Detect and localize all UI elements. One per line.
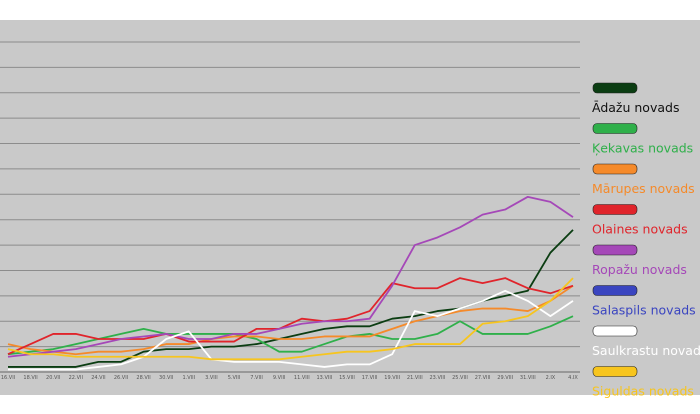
legend-swatch: [592, 82, 638, 94]
x-tick-label: 13.VIII: [317, 375, 333, 381]
legend-swatch: [592, 123, 638, 134]
x-tick-label: 2.IX: [546, 375, 556, 381]
legend-label: Olaines novads: [592, 222, 688, 237]
legend-label: Ropažu novads: [592, 262, 687, 277]
x-tick-label: 27.VIII: [475, 375, 491, 381]
x-tick-label: 18.VII: [23, 375, 37, 381]
x-tick-label: 3.VIII: [205, 375, 218, 381]
x-tick-label: 9.VIII: [273, 375, 286, 381]
series-line: [7, 277, 574, 356]
legend-label: Ķekavas novads: [592, 141, 693, 156]
x-tick-label: 29.VIII: [497, 375, 513, 381]
x-tick-label: 25.VIII: [452, 375, 468, 381]
chart-background: [0, 20, 700, 395]
x-tick-label: 7.VIII: [250, 375, 263, 381]
x-tick-label: 1.VIII: [182, 375, 195, 381]
series-line: [8, 289, 574, 371]
legend-swatch: [592, 204, 638, 215]
series-line: [7, 277, 574, 361]
x-tick-label: 16.VII: [1, 375, 15, 381]
x-tick-label: 21.VIII: [407, 375, 423, 381]
legend-label: Siguldas novads: [592, 384, 694, 399]
x-tick-label: 17.VIII: [362, 375, 378, 381]
series-line: [7, 195, 574, 358]
legend-label: Ādažu novads: [592, 100, 679, 115]
x-tick-label: 24.VII: [91, 375, 105, 381]
x-tick-label: 28.VII: [136, 375, 150, 381]
x-tick-label: 11.VIII: [294, 375, 310, 381]
legend-label: Salaspils novads: [592, 303, 696, 318]
x-tick-label: 23.VIII: [430, 375, 446, 381]
x-tick-label: 5.VIII: [228, 375, 241, 381]
legend-label: Saulkrastu novads: [592, 343, 700, 358]
legend-swatch: [592, 325, 638, 337]
legend-label: Mārupes novads: [592, 181, 695, 196]
x-tick-label: 19.VIII: [384, 375, 400, 381]
x-tick-label: 4.IX: [568, 375, 578, 381]
x-tick-label: 20.VII: [46, 375, 60, 381]
x-tick-label: 26.VII: [114, 375, 128, 381]
x-tick-label: 15.VIII: [339, 375, 355, 381]
x-tick-label: 22.VII: [69, 375, 83, 381]
legend-swatch: [592, 163, 638, 175]
series-line: [7, 284, 574, 356]
legend-swatch: [592, 366, 638, 377]
x-tick-label: 30.VII: [159, 375, 173, 381]
legend-swatch: [592, 285, 638, 296]
legend-swatch: [592, 244, 638, 256]
x-tick-label: 31.VIII: [520, 375, 536, 381]
